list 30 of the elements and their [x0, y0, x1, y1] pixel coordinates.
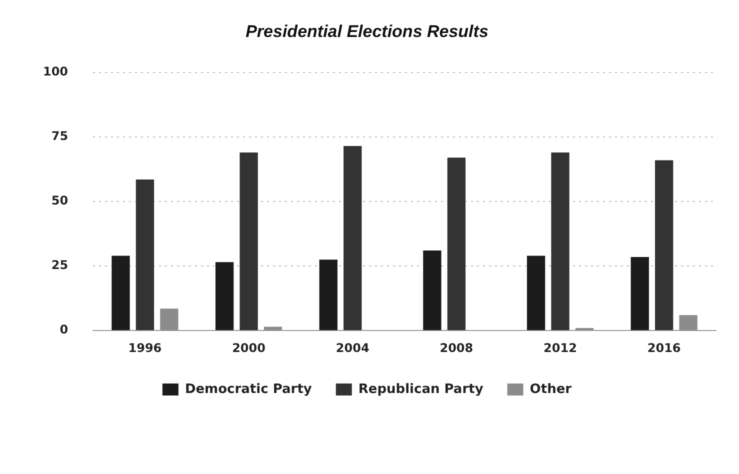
bar	[215, 262, 234, 330]
bar	[679, 315, 698, 330]
bar	[319, 260, 338, 330]
chart-title: Presidential Elections Results	[246, 22, 488, 41]
legend-label: Democratic Party	[184, 382, 312, 397]
y-tick-label: 50	[51, 194, 68, 208]
x-tick-label: 2008	[440, 340, 474, 355]
y-tick-label: 75	[51, 129, 68, 144]
x-tick-label: 2004	[336, 340, 370, 355]
x-tick-label: 2016	[647, 340, 681, 355]
bar	[655, 160, 674, 330]
bar	[160, 308, 178, 330]
bar	[423, 250, 442, 330]
x-tick-label: 1996	[128, 340, 162, 355]
legend-label: Other	[530, 382, 572, 397]
x-tick-label: 2012	[544, 340, 577, 355]
bar	[344, 146, 362, 330]
bar	[526, 256, 546, 330]
bar	[630, 257, 649, 330]
bar	[240, 152, 258, 330]
legend-label: Republican Party	[358, 382, 484, 397]
bar	[112, 256, 130, 330]
y-tick-label: 25	[51, 258, 68, 272]
y-tick-label: 100	[42, 64, 68, 79]
bar	[136, 180, 154, 330]
bar	[447, 158, 466, 330]
x-tick-label: 2000	[232, 340, 266, 355]
bar	[264, 326, 282, 330]
y-tick-label: 0	[60, 322, 68, 337]
bar	[551, 152, 570, 330]
